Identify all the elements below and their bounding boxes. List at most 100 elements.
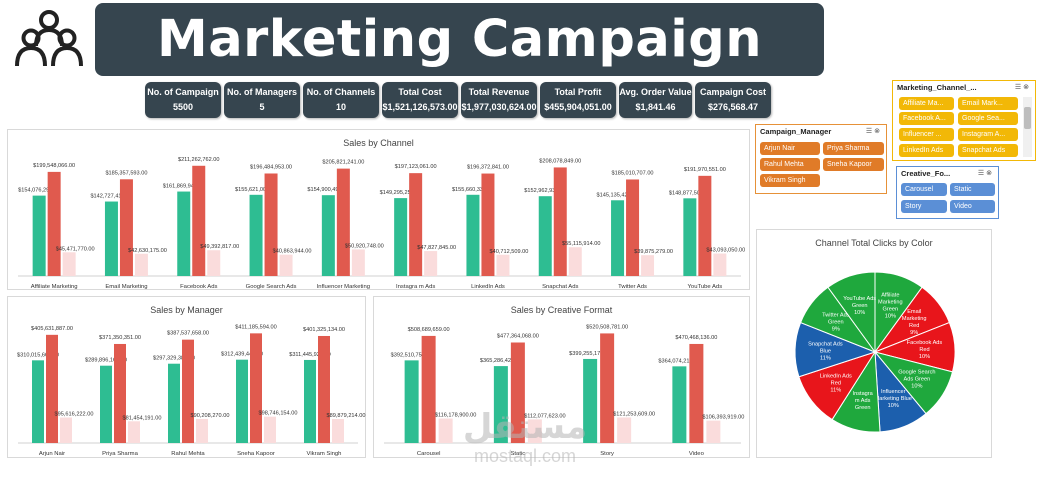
- bar[interactable]: [683, 198, 697, 276]
- slicer-item-snapchat[interactable]: Snapchat Ads: [958, 144, 1018, 157]
- bar[interactable]: [553, 167, 567, 276]
- data-label: $40,863,944.00: [273, 249, 312, 255]
- bar[interactable]: [626, 179, 640, 276]
- kpi-value: 5500: [172, 102, 194, 112]
- bar[interactable]: [538, 196, 552, 276]
- bar[interactable]: [318, 335, 330, 443]
- slicer-item-arjun-nair[interactable]: Arjun Nair: [760, 142, 820, 155]
- slicer-item-influencer[interactable]: Influencer ...: [899, 128, 954, 141]
- bar[interactable]: [207, 250, 221, 276]
- bar[interactable]: [332, 419, 344, 443]
- bar[interactable]: [438, 418, 453, 443]
- bar[interactable]: [493, 366, 508, 443]
- slicer-item-google[interactable]: Google Sea...: [958, 112, 1018, 125]
- bar[interactable]: [264, 416, 276, 443]
- bar[interactable]: [249, 194, 263, 276]
- bar[interactable]: [409, 173, 423, 276]
- data-label: $39,875,279.00: [634, 249, 673, 255]
- bar[interactable]: [351, 249, 365, 276]
- multi-select-icon[interactable]: ☰: [865, 128, 875, 135]
- bar[interactable]: [466, 194, 480, 276]
- bar[interactable]: [600, 333, 615, 443]
- kpi-label: Total Revenue: [468, 87, 530, 97]
- bar[interactable]: [404, 360, 419, 443]
- bar[interactable]: [568, 247, 582, 276]
- bar[interactable]: [62, 252, 76, 276]
- slicer-item-email[interactable]: Email Mark...: [958, 97, 1018, 110]
- bar[interactable]: [32, 195, 46, 276]
- bar[interactable]: [134, 253, 148, 276]
- bar[interactable]: [104, 201, 118, 276]
- slicer-item-instagram[interactable]: Instagram A...: [958, 128, 1018, 141]
- bar[interactable]: [424, 251, 438, 276]
- multi-select-icon[interactable]: ☰: [1014, 84, 1024, 91]
- bar[interactable]: [177, 191, 191, 276]
- bar[interactable]: [611, 200, 625, 276]
- bar[interactable]: [192, 165, 206, 276]
- data-label: $152,962,935.00: [524, 188, 566, 194]
- slicer-item-facebook[interactable]: Facebook A...: [899, 112, 954, 125]
- bar[interactable]: [47, 171, 61, 276]
- data-label: $47,827,845.00: [417, 245, 456, 251]
- bar[interactable]: [394, 198, 408, 276]
- bar[interactable]: [236, 359, 248, 443]
- bar[interactable]: [689, 343, 704, 443]
- bar[interactable]: [510, 342, 525, 443]
- slicer-item-vikram-singh[interactable]: Vikram Singh: [760, 174, 820, 187]
- bar[interactable]: [583, 358, 598, 443]
- scrollbar-thumb[interactable]: [1024, 107, 1031, 129]
- bar[interactable]: [672, 366, 687, 443]
- pie-slice[interactable]: [827, 271, 876, 354]
- bar[interactable]: [698, 175, 712, 276]
- slicer-item-priya-sharma[interactable]: Priya Sharma: [823, 142, 884, 155]
- bar[interactable]: [264, 173, 278, 276]
- multi-select-icon[interactable]: ☰: [977, 170, 987, 177]
- slicer-item-story[interactable]: Story: [901, 200, 947, 213]
- bar[interactable]: [496, 254, 510, 276]
- bar[interactable]: [60, 417, 72, 443]
- bar[interactable]: [421, 335, 436, 443]
- data-label: $148,877,501.00: [669, 190, 711, 196]
- data-label: $40,712,509.00: [490, 249, 529, 255]
- bar[interactable]: [279, 254, 293, 276]
- bar[interactable]: [617, 417, 632, 443]
- data-label: $399,255,172.00: [569, 351, 611, 357]
- clear-filter-icon[interactable]: ⊗: [986, 170, 994, 177]
- bar[interactable]: [168, 363, 180, 443]
- bar[interactable]: [182, 339, 194, 443]
- clear-filter-icon[interactable]: ⊗: [1023, 84, 1031, 91]
- slicer-item-sneha-kapoor[interactable]: Sneha Kapoor: [823, 158, 884, 171]
- category-tick-label: YouTube Ads: [688, 284, 723, 290]
- bar[interactable]: [336, 168, 350, 276]
- bar[interactable]: [119, 179, 133, 276]
- bar[interactable]: [128, 421, 140, 443]
- data-label: $411,185,594.00: [235, 324, 277, 330]
- chart-title: Sales by Manager: [150, 305, 223, 315]
- slicer-item-linkedin[interactable]: LinkedIn Ads: [899, 144, 954, 157]
- kpi-card-managers: No. of Managers 5: [224, 82, 300, 118]
- data-label: $392,510,759.00: [391, 352, 433, 358]
- bar[interactable]: [32, 360, 44, 443]
- slicer-item-rahul-mehta[interactable]: Rahul Mehta: [760, 158, 820, 171]
- bar[interactable]: [706, 420, 721, 443]
- slicer-scrollbar[interactable]: [1023, 97, 1032, 157]
- bar[interactable]: [196, 418, 208, 443]
- bar[interactable]: [713, 253, 727, 276]
- bar[interactable]: [100, 365, 112, 443]
- slicer-item-affiliate[interactable]: Affiliate Ma...: [899, 97, 954, 110]
- bar[interactable]: [481, 173, 495, 276]
- slicer-item-static[interactable]: Static: [950, 183, 995, 196]
- bar[interactable]: [527, 419, 542, 443]
- kpi-card-total-revenue: Total Revenue $1,977,030,624.00: [461, 82, 537, 118]
- bar[interactable]: [114, 343, 126, 443]
- bar[interactable]: [321, 195, 335, 276]
- bar[interactable]: [304, 359, 316, 443]
- bar[interactable]: [46, 334, 58, 443]
- clear-filter-icon[interactable]: ⊗: [874, 128, 882, 135]
- slicer-item-carousel[interactable]: Carousel: [901, 183, 947, 196]
- kpi-label: No. of Channels: [306, 87, 376, 97]
- category-tick-label: Facebook Ads: [180, 284, 217, 290]
- bar[interactable]: [641, 255, 655, 276]
- bar[interactable]: [250, 333, 262, 443]
- slicer-item-video[interactable]: Video: [950, 200, 995, 213]
